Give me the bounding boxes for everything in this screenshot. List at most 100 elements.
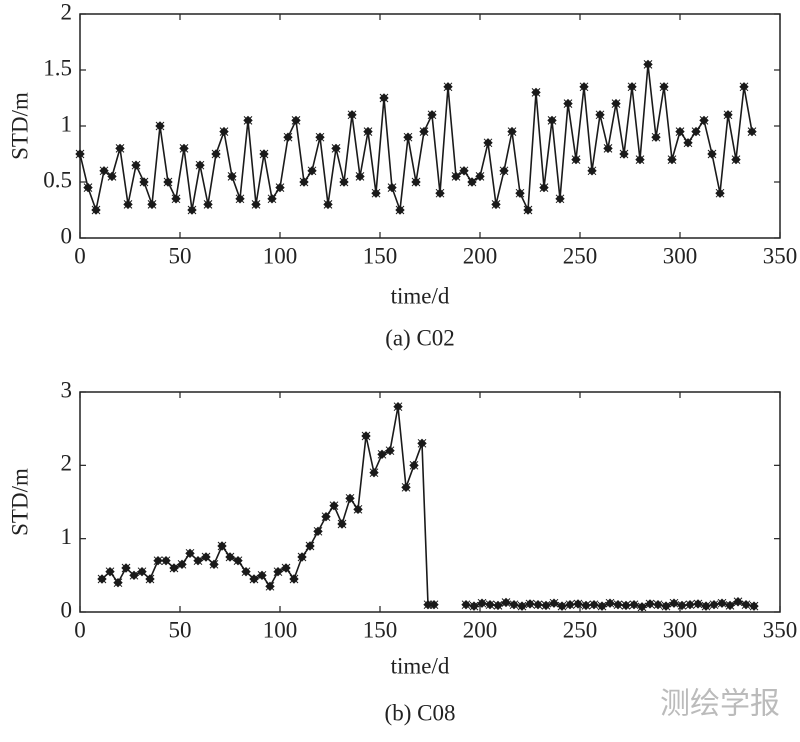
data-point: [121, 563, 131, 573]
data-point: [451, 171, 461, 182]
data-point: [485, 599, 495, 610]
y-tick-label: 3: [61, 377, 73, 402]
data-point: [219, 126, 229, 137]
data-point: [595, 110, 605, 120]
data-point: [723, 110, 733, 120]
x-tick-label: 100: [263, 243, 298, 268]
x-tick-label: 150: [363, 243, 398, 268]
data-point: [565, 599, 575, 610]
data-point: [629, 599, 639, 610]
data-point: [339, 177, 349, 187]
plot-frame: [79, 391, 781, 613]
data-point: [645, 599, 655, 609]
x-tick-label: 50: [169, 243, 192, 268]
data-point: [203, 199, 213, 210]
data-point: [691, 126, 701, 137]
data-point: [509, 599, 519, 610]
data-point: [539, 182, 549, 193]
watermark: 测绘学报: [660, 687, 780, 722]
data-point: [75, 149, 85, 159]
data-point: [233, 555, 243, 566]
data-point: [387, 182, 397, 193]
data-point: [139, 177, 149, 187]
data-point: [547, 115, 557, 126]
data-line: [79, 64, 753, 214]
data-point: [643, 59, 653, 70]
y-tick-label: 2: [61, 451, 73, 476]
data-point: [169, 563, 179, 573]
x-tick-label: 200: [463, 243, 498, 268]
y-tick-label: 1: [61, 524, 73, 549]
data-point: [469, 601, 479, 611]
data-point: [355, 171, 365, 182]
data-point: [707, 149, 717, 159]
data-point: [669, 598, 679, 608]
data-point: [661, 601, 671, 611]
data-point: [403, 132, 413, 142]
data-point: [549, 598, 559, 608]
caption: (b) C08: [385, 700, 456, 725]
data-point: [717, 598, 727, 608]
data-point: [709, 599, 719, 610]
data-point: [613, 599, 623, 610]
data-point: [467, 177, 477, 187]
data-point: [411, 177, 421, 187]
data-point: [477, 598, 487, 608]
y-tick-label: 1: [61, 111, 73, 136]
data-point: [619, 149, 629, 159]
data-point: [651, 132, 661, 142]
data-point: [155, 121, 165, 131]
data-point: [201, 552, 211, 562]
data-point: [555, 194, 565, 204]
data-point: [693, 599, 703, 609]
data-point: [123, 199, 133, 210]
x-tick-label: 100: [263, 617, 298, 642]
data-point: [91, 205, 101, 215]
data-point: [667, 154, 677, 165]
data-point: [483, 138, 493, 148]
data-point: [533, 599, 543, 610]
data-point: [531, 87, 541, 98]
data-point: [323, 199, 333, 210]
data-point: [281, 563, 291, 573]
data-point: [249, 574, 259, 584]
data-point: [187, 205, 197, 215]
data-point: [243, 115, 253, 126]
data-point: [145, 574, 155, 584]
data-point: [581, 600, 591, 611]
x-tick-label: 50: [169, 617, 192, 642]
data-point: [105, 566, 115, 577]
data-point: [683, 138, 693, 148]
data-point: [589, 599, 599, 610]
data-point: [163, 177, 173, 187]
data-point: [177, 559, 187, 570]
y-tick-label: 0: [61, 223, 73, 248]
data-point: [267, 194, 277, 204]
data-point: [331, 143, 341, 154]
data-point: [353, 504, 363, 515]
data-point: [259, 149, 269, 159]
data-point: [475, 171, 485, 182]
data-point: [185, 548, 195, 559]
data-point: [273, 566, 283, 577]
data-point: [491, 199, 501, 210]
data-point: [209, 559, 219, 570]
x-tick-label: 0: [74, 243, 86, 268]
data-point: [557, 601, 567, 611]
data-point: [257, 570, 267, 581]
data-point: [361, 431, 371, 441]
data-point: [227, 171, 237, 182]
data-point: [417, 438, 427, 449]
data-point: [97, 574, 107, 584]
data-point: [685, 599, 695, 610]
data-point: [627, 82, 637, 92]
data-point: [171, 194, 181, 204]
data-point: [427, 110, 437, 120]
data-point: [99, 166, 109, 176]
data-point: [307, 166, 317, 176]
data-point: [501, 597, 511, 608]
x-tick-label: 300: [663, 243, 698, 268]
data-point: [563, 98, 573, 109]
data-point: [499, 166, 509, 176]
